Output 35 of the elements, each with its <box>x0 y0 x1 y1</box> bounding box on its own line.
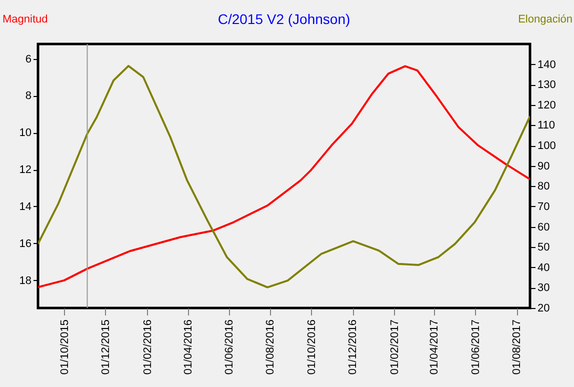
y2-tick-label: 70 <box>538 200 550 213</box>
y2-tick-label: 40 <box>538 262 550 274</box>
x-tick-label: 01/06/2017 <box>470 320 482 375</box>
y2-tick-label: 110 <box>538 120 556 132</box>
x-tick-label: 01/12/2015 <box>100 320 112 375</box>
y2-axis-title: Elongación <box>518 14 572 26</box>
y-tick-label: 14 <box>19 200 32 213</box>
y2-tick-label: 130 <box>538 79 556 92</box>
x-tick-label: 01/04/2017 <box>428 320 441 375</box>
y2-tick-label: 30 <box>538 282 550 294</box>
x-tick-label: 01/08/2016 <box>264 320 277 375</box>
y2-tick-label: 80 <box>538 180 550 193</box>
x-tick-label: 01/02/2017 <box>388 320 401 375</box>
y-tick-label: 6 <box>25 53 32 66</box>
x-tick-label: 01/10/2016 <box>306 320 318 375</box>
y2-tick-label: 60 <box>538 221 550 234</box>
x-tick-label: 01/04/2016 <box>182 320 194 375</box>
y2-tick-label: 90 <box>538 160 550 172</box>
x-tick-label: 01/12/2016 <box>347 320 359 375</box>
y-tick-label: 12 <box>19 164 32 176</box>
x-tick-label: 01/02/2016 <box>142 320 154 375</box>
y-tick-label: 10 <box>19 127 32 140</box>
x-tick-label: 01/06/2016 <box>223 320 236 375</box>
y2-tick-label: 20 <box>538 302 550 314</box>
y-axis-title: Magnitud <box>2 14 48 26</box>
y2-tick-label: 120 <box>538 99 556 112</box>
y2-tick-label: 100 <box>538 140 556 152</box>
y-tick-label: 16 <box>19 238 32 250</box>
x-tick-label: 01/10/2015 <box>58 320 71 375</box>
x-tick-label: 01/08/2017 <box>511 320 523 375</box>
y-tick-label: 18 <box>19 274 32 287</box>
y2-tick-label: 140 <box>538 58 556 71</box>
chart-title: C/2015 V2 (Johnson) <box>218 11 350 27</box>
y2-tick-label: 50 <box>538 242 550 254</box>
y-tick-label: 8 <box>25 90 32 102</box>
